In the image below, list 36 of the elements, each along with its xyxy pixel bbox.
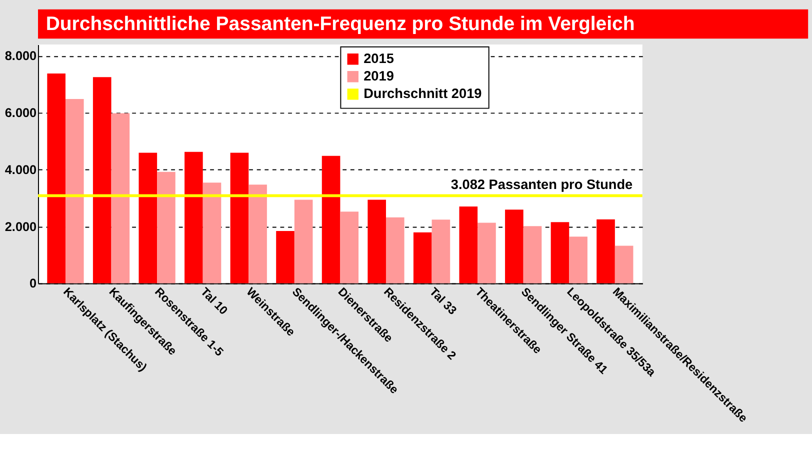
bar	[368, 200, 386, 284]
y-tick-label: 6.000	[4, 106, 37, 120]
bar	[478, 222, 496, 284]
bar	[596, 219, 615, 284]
legend-label: 2015	[364, 50, 394, 66]
chart-title: Durchschnittliche Passanten-Frequenz pro Stunde im Vergleich	[46, 12, 635, 35]
bar	[157, 172, 176, 284]
legend-label: Durchschnitt 2019	[364, 86, 482, 102]
legend-label: 2019	[364, 68, 394, 84]
bar	[65, 99, 84, 284]
annotation: 3.082 Passanten pro Stunde	[450, 176, 634, 192]
bar	[322, 156, 340, 284]
bar	[248, 184, 267, 284]
bar	[505, 210, 524, 284]
bar	[294, 200, 313, 284]
bar	[202, 182, 222, 284]
y-tick-label: 0	[30, 276, 37, 291]
bar	[550, 222, 570, 284]
bar	[138, 152, 158, 284]
bar	[92, 77, 112, 284]
bar	[614, 246, 634, 284]
bar	[230, 152, 249, 284]
bar	[569, 236, 588, 284]
bar	[459, 206, 478, 284]
bar	[276, 230, 294, 284]
y-tick-label: 2.000	[4, 220, 37, 234]
bar	[111, 113, 130, 284]
y-tick-label: 8.000	[4, 49, 37, 64]
bar	[47, 73, 66, 284]
bar	[386, 217, 404, 284]
y-tick-label: 4.000	[4, 162, 37, 177]
bar	[184, 152, 203, 284]
bar	[413, 232, 432, 284]
bar	[523, 226, 542, 284]
bar	[340, 212, 359, 284]
bar	[432, 220, 450, 284]
